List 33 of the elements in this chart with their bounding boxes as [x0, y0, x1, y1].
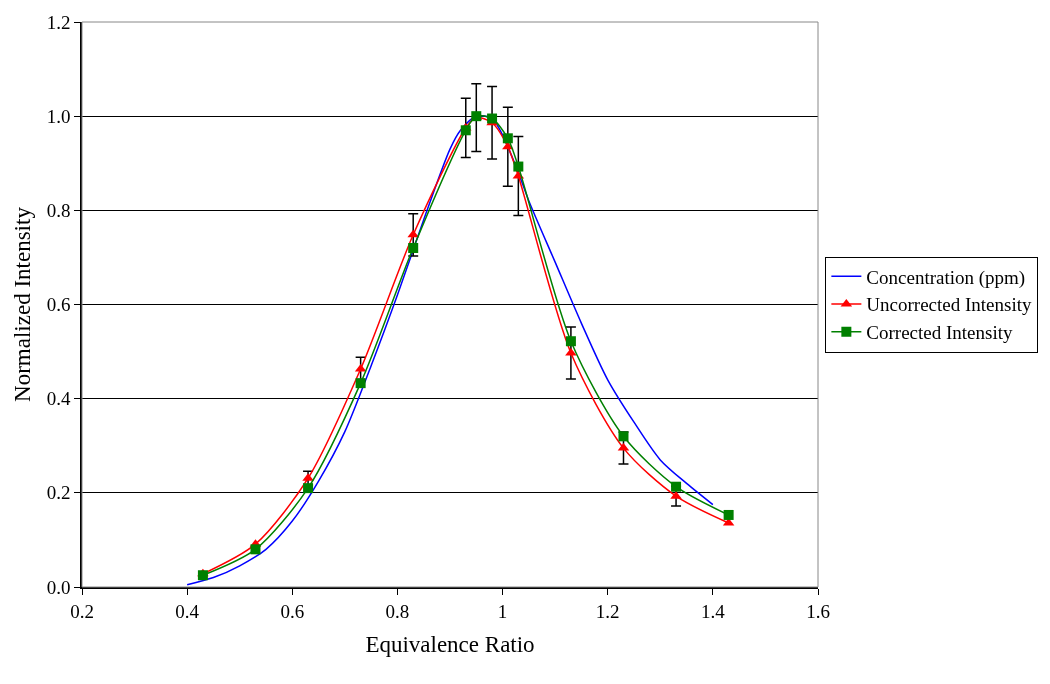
point [565, 336, 576, 347]
point [355, 378, 366, 389]
y-tick-label: 0.6 [46, 294, 71, 316]
point [303, 483, 314, 494]
x-axis-title: Equivalence Ratio [365, 631, 535, 657]
y-tick-label: 0.8 [46, 199, 71, 221]
point [487, 113, 498, 124]
point [671, 481, 682, 492]
legend-label: Concentration (ppm) [866, 266, 1026, 289]
x-tick-label: 1.4 [700, 600, 726, 622]
point [460, 125, 471, 136]
x-tick-label: 0.2 [70, 600, 94, 622]
y-axis-title: Normalized Intensity [9, 206, 35, 402]
y-tick-label: 1.2 [46, 11, 71, 33]
y-tick-label: 0.0 [46, 576, 71, 598]
point [723, 509, 734, 520]
point [250, 544, 261, 555]
x-tick-label: 0.8 [385, 600, 410, 622]
x-tick-label: 0.6 [280, 600, 305, 622]
x-tick-label: 1 [497, 600, 508, 622]
x-tick-label: 0.4 [175, 600, 200, 622]
point [618, 431, 629, 442]
point [502, 133, 513, 144]
y-tick-label: 1.0 [46, 105, 71, 127]
x-tick-label: 1.6 [806, 600, 830, 622]
y-tick-label: 0.4 [46, 388, 71, 410]
legend-label: Corrected Intensity [866, 322, 1014, 344]
x-tick-label: 1.2 [595, 600, 620, 622]
point [513, 161, 524, 172]
y-tick-label: 0.2 [46, 482, 71, 504]
legend-label: Uncorrected Intensity [866, 294, 1032, 316]
point [197, 570, 208, 581]
point [408, 243, 419, 253]
